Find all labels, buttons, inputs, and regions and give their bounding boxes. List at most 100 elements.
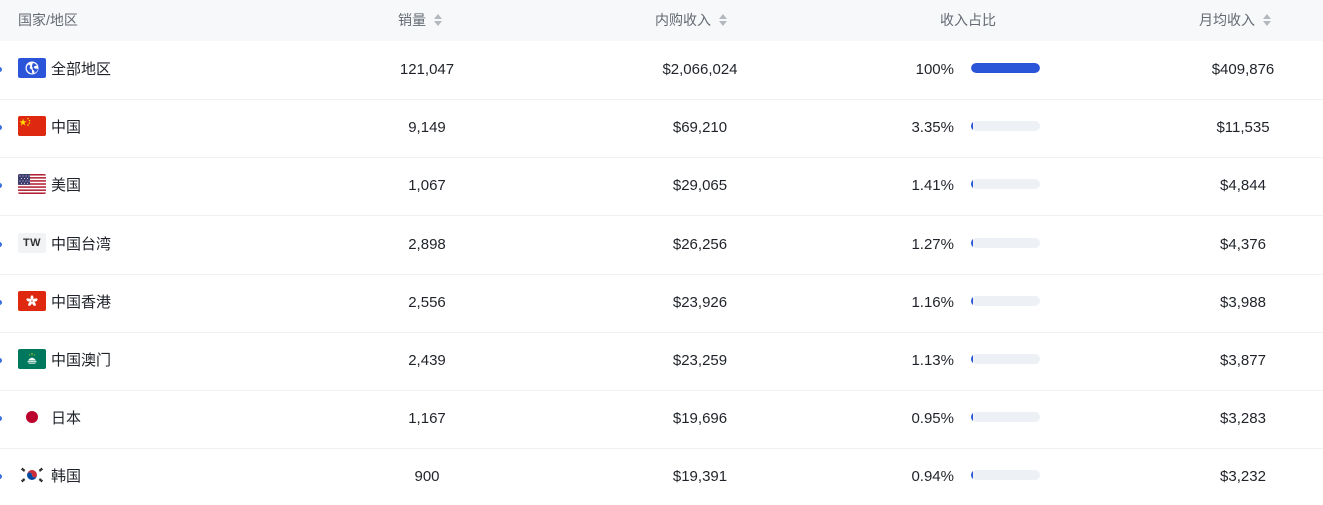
share-bar-fill xyxy=(971,121,973,132)
share-percent-cell: 0.94% xyxy=(911,468,954,486)
share-bar-fill xyxy=(971,237,973,248)
share-bar-fill xyxy=(971,354,973,365)
region-cell[interactable]: 全部地区 xyxy=(18,41,111,99)
region-name: 全部地区 xyxy=(51,61,112,78)
share-bar-track xyxy=(971,179,1040,190)
region-name: 日本 xyxy=(51,410,82,428)
region-name: 中国澳门 xyxy=(51,352,112,369)
column-header-iap-revenue-label: 内购收入 xyxy=(655,12,711,28)
sales-cell: 9,149 xyxy=(408,119,446,137)
monthly-revenue-cell: $3,988 xyxy=(1220,293,1266,311)
column-header-monthly-revenue[interactable]: 月均收入 xyxy=(1199,0,1271,41)
iap-revenue-cell: $23,259 xyxy=(672,352,728,369)
share-percent-cell: 1.16% xyxy=(911,293,954,311)
sales-cell: 121,047 xyxy=(399,61,455,78)
share-bar-cell xyxy=(971,99,1040,157)
iap-revenue-cell: $26,256 xyxy=(672,235,728,253)
share-percent-cell: 0.95% xyxy=(911,410,954,428)
share-bar-cell xyxy=(971,332,1040,390)
region-cell[interactable]: 日本 xyxy=(18,390,81,448)
table-row[interactable]: 全部地区 121,047 $2,066,024 100% $409,876 xyxy=(0,41,1323,100)
sales-cell: 2,898 xyxy=(408,235,446,253)
sales-cell: 2,556 xyxy=(408,293,446,311)
share-bar-track xyxy=(971,237,1040,248)
iap-revenue-cell: $2,066,024 xyxy=(662,61,738,78)
japan-flag-icon xyxy=(18,407,46,428)
sales-cell: 900 xyxy=(414,468,440,486)
share-percent-cell: 1.41% xyxy=(911,177,954,195)
share-bar-cell xyxy=(971,390,1040,448)
table-row[interactable]: 韩国 900 $19,391 0.94% $3,232 xyxy=(0,448,1323,505)
region-cell[interactable]: 中国 xyxy=(18,99,81,157)
sales-cell: 2,439 xyxy=(408,352,446,369)
row-indicator xyxy=(0,125,2,131)
sort-icon[interactable] xyxy=(719,13,727,27)
table-row[interactable]: 中国香港 2,556 $23,926 1.16% $3,988 xyxy=(0,274,1323,333)
region-name: 中国台湾 xyxy=(51,235,112,253)
iap-revenue-cell: $19,391 xyxy=(672,468,728,486)
row-indicator xyxy=(0,67,2,72)
column-header-iap-revenue[interactable]: 内购收入 xyxy=(655,0,727,41)
column-header-region-label: 国家/地区 xyxy=(18,12,78,28)
monthly-revenue-cell: $3,877 xyxy=(1220,352,1266,369)
row-indicator xyxy=(0,416,2,422)
region-name: 中国香港 xyxy=(51,293,112,311)
row-indicator xyxy=(0,183,2,189)
korea-flag-icon xyxy=(18,465,46,486)
table-row[interactable]: 日本 1,167 $19,696 0.95% $3,283 xyxy=(0,390,1323,450)
table-header: 国家/地区 销量 内购收入 收入占比 月均收入 xyxy=(0,0,1323,41)
sales-cell: 1,067 xyxy=(408,177,446,195)
monthly-revenue-cell: $3,283 xyxy=(1220,410,1266,428)
share-bar-track xyxy=(971,121,1040,132)
table-row[interactable]: 中国澳门 2,439 $23,259 1.13% $3,877 xyxy=(0,332,1323,391)
column-header-share: 收入占比 xyxy=(940,0,996,41)
share-bar-track xyxy=(971,470,1040,481)
table-row[interactable]: TW 中国台湾 2,898 $26,256 1.27% $4,376 xyxy=(0,216,1323,275)
region-name: 中国 xyxy=(51,119,82,137)
monthly-revenue-cell: $11,535 xyxy=(1216,119,1270,137)
monthly-revenue-cell: $4,844 xyxy=(1220,177,1266,195)
share-bar-cell xyxy=(971,216,1040,274)
share-bar-fill xyxy=(971,470,973,481)
share-bar-fill xyxy=(971,412,973,423)
row-indicator xyxy=(0,241,2,247)
hongkong-flag-icon xyxy=(18,290,46,311)
region-cell[interactable]: 美国 xyxy=(18,157,81,215)
sort-icon[interactable] xyxy=(434,13,442,27)
region-cell[interactable]: 韩国 xyxy=(18,448,81,505)
column-header-monthly-revenue-label: 月均收入 xyxy=(1199,12,1255,28)
iap-revenue-cell: $69,210 xyxy=(672,119,728,137)
usa-flag-icon xyxy=(18,174,46,195)
monthly-revenue-cell: $4,376 xyxy=(1220,235,1266,253)
iap-revenue-cell: $29,065 xyxy=(672,177,728,195)
share-bar-cell xyxy=(971,274,1040,332)
column-header-sales[interactable]: 销量 xyxy=(398,0,442,41)
tw-flag-icon: TW xyxy=(18,232,46,253)
region-cell[interactable]: 中国澳门 xyxy=(18,332,111,390)
row-indicator xyxy=(0,474,2,480)
sort-icon[interactable] xyxy=(1263,13,1271,27)
share-bar-cell xyxy=(971,41,1040,99)
share-bar-cell xyxy=(971,448,1040,505)
column-header-sales-label: 销量 xyxy=(398,12,426,28)
region-cell[interactable]: TW 中国台湾 xyxy=(18,216,111,274)
sales-cell: 1,167 xyxy=(408,410,446,428)
table-row[interactable]: 美国 1,067 $29,065 1.41% $4,844 xyxy=(0,157,1323,217)
column-header-region: 国家/地区 xyxy=(18,0,78,41)
row-indicator xyxy=(0,299,2,305)
share-percent-cell: 1.27% xyxy=(911,235,954,253)
region-cell[interactable]: 中国香港 xyxy=(18,274,111,332)
share-bar-fill xyxy=(971,63,1040,74)
iap-revenue-cell: $19,696 xyxy=(672,410,728,428)
globe-icon xyxy=(18,58,46,79)
region-name: 韩国 xyxy=(51,468,82,486)
share-bar-fill xyxy=(971,179,973,190)
macau-flag-icon xyxy=(18,349,46,370)
table-row[interactable]: 中国 9,149 $69,210 3.35% $11,535 xyxy=(0,99,1323,159)
column-header-share-label: 收入占比 xyxy=(940,12,996,28)
iap-revenue-cell: $23,926 xyxy=(672,293,728,311)
monthly-revenue-cell: $3,232 xyxy=(1220,468,1266,486)
china-flag-icon xyxy=(18,116,46,137)
share-percent-cell: 100% xyxy=(915,61,954,78)
